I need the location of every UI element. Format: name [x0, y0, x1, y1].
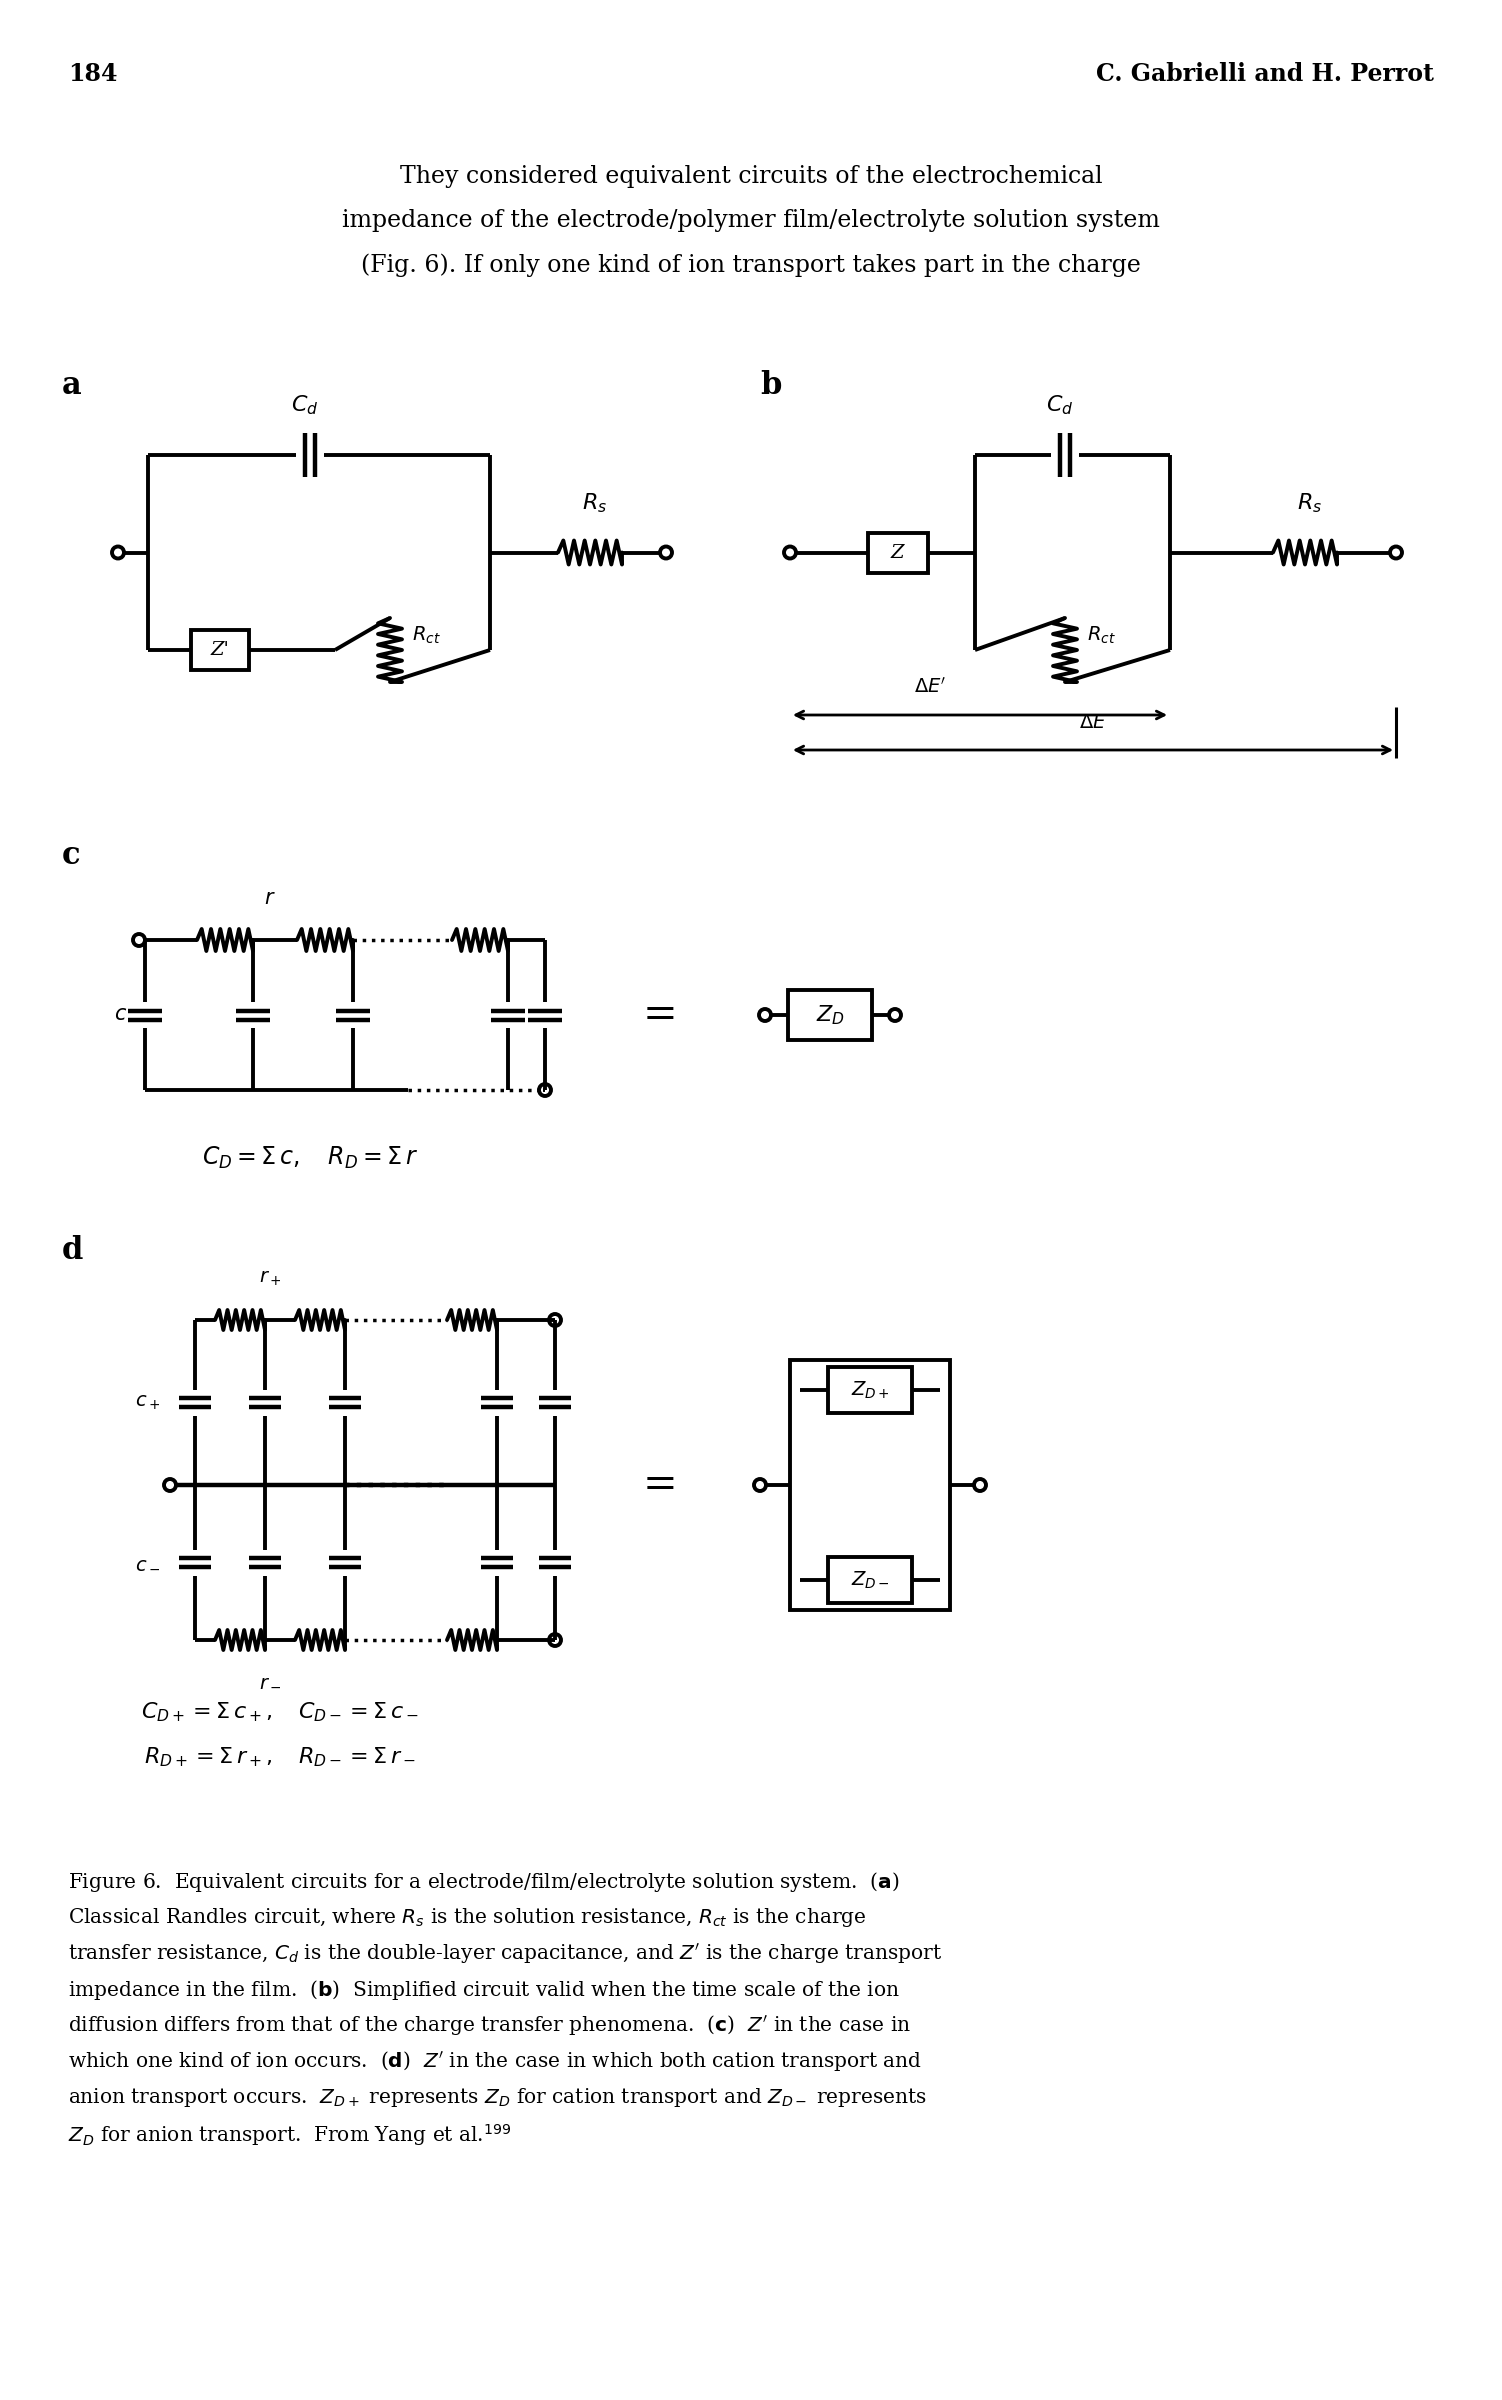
Text: Z: Z — [891, 542, 904, 562]
Text: $r_-$: $r_-$ — [258, 1673, 281, 1690]
Text: $C_d$: $C_d$ — [291, 394, 318, 418]
Text: $Z_{D+}$: $Z_{D+}$ — [850, 1380, 889, 1402]
Text: They considered equivalent circuits of the electrochemical: They considered equivalent circuits of t… — [400, 166, 1102, 187]
Text: impedance of the electrode/polymer film/electrolyte solution system: impedance of the electrode/polymer film/… — [342, 209, 1160, 233]
Text: c: c — [62, 840, 81, 871]
Text: $r_+$: $r_+$ — [258, 1270, 281, 1289]
Bar — [790, 1361, 949, 1610]
Bar — [828, 1368, 912, 1414]
Bar — [789, 989, 873, 1039]
Bar — [868, 533, 928, 574]
Text: a: a — [62, 370, 81, 401]
Text: Z': Z' — [210, 641, 230, 660]
Text: =: = — [643, 1464, 677, 1507]
Text: $\Delta E'$: $\Delta E'$ — [913, 677, 946, 696]
Text: Figure 6.  Equivalent circuits for a electrode/film/electrolyte solution system.: Figure 6. Equivalent circuits for a elec… — [68, 1870, 900, 1894]
Text: $C_{D+} = \Sigma\,c_+, \quad C_{D-} = \Sigma\,c_-$: $C_{D+} = \Sigma\,c_+, \quad C_{D-} = \S… — [141, 1699, 419, 1723]
Bar — [191, 629, 249, 670]
Text: $c_-$: $c_-$ — [135, 1553, 161, 1572]
Text: diffusion differs from that of the charge transfer phenomena.  ($\mathbf{c}$)  $: diffusion differs from that of the charg… — [68, 2014, 912, 2038]
Text: Classical Randles circuit, where $R_s$ is the solution resistance, $R_{ct}$ is t: Classical Randles circuit, where $R_s$ i… — [68, 1906, 867, 1930]
Text: transfer resistance, $C_d$ is the double-layer capacitance, and $Z'$ is the char: transfer resistance, $C_d$ is the double… — [68, 1942, 942, 1966]
Text: C. Gabrielli and H. Perrot: C. Gabrielli and H. Perrot — [1096, 62, 1434, 86]
Bar — [828, 1558, 912, 1603]
Text: which one kind of ion occurs.  ($\mathbf{d}$)  $Z'$ in the case in which both ca: which one kind of ion occurs. ($\mathbf{… — [68, 2050, 922, 2074]
Text: b: b — [760, 370, 781, 401]
Text: $\Delta E$: $\Delta E$ — [1080, 715, 1107, 732]
Text: (Fig. 6). If only one kind of ion transport takes part in the charge: (Fig. 6). If only one kind of ion transp… — [360, 252, 1142, 276]
Text: $C_D = \Sigma\,c,\quad R_D = \Sigma\,r$: $C_D = \Sigma\,c,\quad R_D = \Sigma\,r$ — [201, 1145, 418, 1171]
Text: $R_s$: $R_s$ — [583, 492, 608, 514]
Text: $R_{D+} = \Sigma\,r_+, \quad R_{D-} = \Sigma\,r_-$: $R_{D+} = \Sigma\,r_+, \quad R_{D-} = \S… — [144, 1745, 416, 1769]
Text: $Z_D$ for anion transport.  From Yang et al.$^{199}$: $Z_D$ for anion transport. From Yang et … — [68, 2122, 511, 2148]
Text: =: = — [643, 994, 677, 1037]
Text: $r$: $r$ — [264, 888, 276, 907]
Text: $R_{ct}$: $R_{ct}$ — [412, 624, 440, 646]
Text: $C_d$: $C_d$ — [1047, 394, 1074, 418]
Text: $c$: $c$ — [114, 1006, 128, 1025]
Text: impedance in the film.  ($\mathbf{b}$)  Simplified circuit valid when the time s: impedance in the film. ($\mathbf{b}$) Si… — [68, 1978, 900, 2002]
Text: $Z_{D-}$: $Z_{D-}$ — [850, 1570, 889, 1591]
Text: $R_s$: $R_s$ — [1298, 492, 1323, 514]
Text: $Z_D$: $Z_D$ — [816, 1003, 844, 1027]
Text: 184: 184 — [68, 62, 117, 86]
Text: $R_{ct}$: $R_{ct}$ — [1087, 624, 1116, 646]
Text: $c_+$: $c_+$ — [135, 1394, 161, 1411]
Text: anion transport occurs.  $Z_{D+}$ represents $Z_D$ for cation transport and $Z_{: anion transport occurs. $Z_{D+}$ represe… — [68, 2086, 927, 2110]
Text: d: d — [62, 1236, 84, 1267]
